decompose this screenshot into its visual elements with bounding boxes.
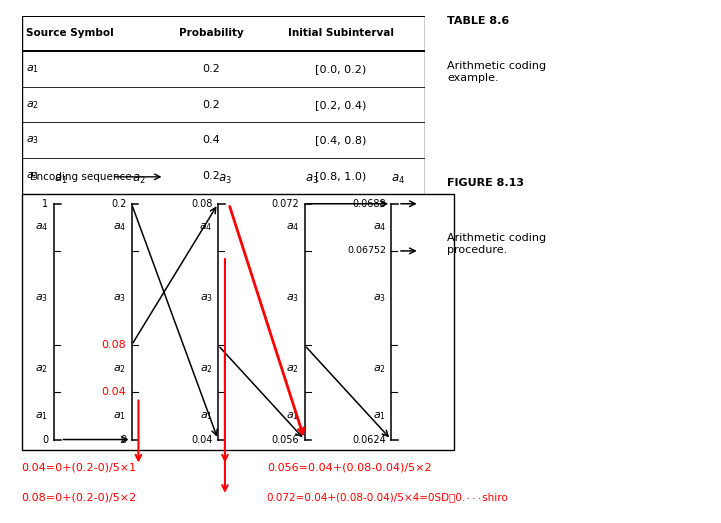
Text: 0.056: 0.056 [272,435,299,445]
Text: $a_2$: $a_2$ [373,363,386,374]
Text: 0.2: 0.2 [203,99,221,110]
Text: 0: 0 [120,435,126,445]
Text: 0.04: 0.04 [192,435,213,445]
Text: $a_2$: $a_2$ [286,363,299,374]
Text: Arithmetic coding
example.: Arithmetic coding example. [447,61,546,83]
Text: $a_3$: $a_3$ [304,173,319,186]
Text: $a_4$: $a_4$ [113,221,126,233]
Text: 0: 0 [43,435,48,445]
Text: Probability: Probability [179,28,244,39]
Text: $a_4$: $a_4$ [35,221,48,233]
Text: 0.2: 0.2 [203,64,221,74]
Text: $a_4$: $a_4$ [200,221,213,233]
Text: 0.2: 0.2 [203,170,221,181]
Text: TABLE 8.6: TABLE 8.6 [447,16,509,26]
Text: Arithmetic coding
procedure.: Arithmetic coding procedure. [447,233,546,255]
Text: 0.056=0.04+(0.08-0.04)/5×2: 0.056=0.04+(0.08-0.04)/5×2 [267,463,431,473]
Text: 0.0624: 0.0624 [352,435,386,445]
Text: 0.08: 0.08 [102,340,126,350]
Text: [0.0, 0.2): [0.0, 0.2) [315,64,366,74]
Text: [0.4, 0.8): [0.4, 0.8) [315,135,366,145]
Text: 0.2: 0.2 [111,199,126,209]
Text: $a_1$: $a_1$ [286,410,299,422]
Text: $a_2$: $a_2$ [113,363,126,374]
Text: $a_1$: $a_1$ [26,63,39,75]
Text: 0.04: 0.04 [102,388,126,397]
Text: $a_1$: $a_1$ [373,410,386,422]
Text: [0.2, 0.4): [0.2, 0.4) [315,99,366,110]
Text: $a_1$: $a_1$ [200,410,213,422]
Text: $a_3$: $a_3$ [286,292,299,304]
Text: $a_3$: $a_3$ [35,292,48,304]
Text: Encoding sequence: Encoding sequence [30,172,132,182]
Text: FIGURE 8.13: FIGURE 8.13 [447,178,524,188]
Text: 0.08: 0.08 [192,199,213,209]
Text: $a_1$: $a_1$ [35,410,48,422]
Text: 0.08=0+(0.2-0)/5×2: 0.08=0+(0.2-0)/5×2 [22,493,137,503]
Text: 0.4: 0.4 [203,135,221,145]
Text: 0.06752: 0.06752 [347,246,386,255]
Text: $a_3$: $a_3$ [200,292,213,304]
Text: $a_3$: $a_3$ [373,292,386,304]
Text: Source Symbol: Source Symbol [26,28,113,39]
Text: $a_4$: $a_4$ [373,221,386,233]
Text: Initial Subinterval: Initial Subinterval [288,28,394,39]
Text: $a_2$: $a_2$ [26,99,39,110]
Text: $a_3$: $a_3$ [113,292,126,304]
Text: $a_3$: $a_3$ [26,134,39,146]
Text: $a_2$: $a_2$ [200,363,213,374]
Text: $a_2$: $a_2$ [35,363,48,374]
Text: [0.8, 1.0): [0.8, 1.0) [315,170,366,181]
Text: $a_1$: $a_1$ [54,173,67,186]
Text: $a_3$: $a_3$ [218,173,232,186]
Text: 0.072: 0.072 [272,199,299,209]
Text: $a_4$: $a_4$ [391,173,405,186]
Text: $a_4$: $a_4$ [26,170,39,181]
Text: 0.0688: 0.0688 [353,199,386,209]
Text: 1: 1 [43,199,48,209]
Text: $a_1$: $a_1$ [113,410,126,422]
Text: $a_4$: $a_4$ [286,221,299,233]
Text: 0.072=0.04+(0.08-0.04)/5×4=0SD与0.٠٠٠shiro: 0.072=0.04+(0.08-0.04)/5×4=0SD与0.٠٠٠shir… [267,493,508,503]
Text: $a_2$: $a_2$ [132,173,145,186]
Text: 0.04=0+(0.2-0)/5×1: 0.04=0+(0.2-0)/5×1 [22,463,137,473]
